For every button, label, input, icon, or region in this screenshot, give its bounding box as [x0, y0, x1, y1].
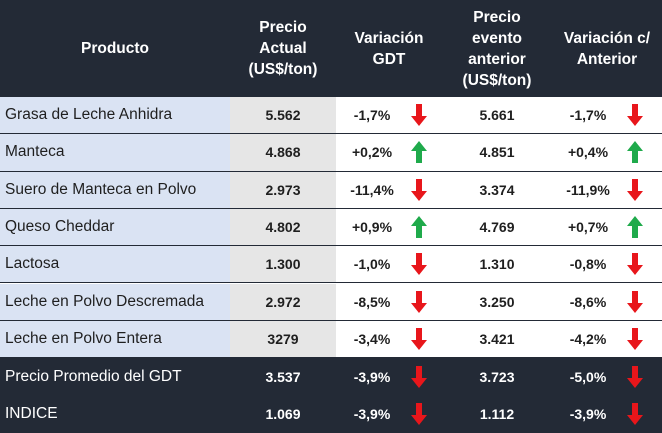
- gdt-variation: +0,2%: [336, 134, 442, 171]
- product-name: Grasa de Leche Anhidra: [0, 97, 230, 134]
- current-price: 1.300: [230, 246, 336, 283]
- arrow-down-icon: [411, 104, 427, 127]
- product-name: Leche en Polvo Descremada: [0, 283, 230, 320]
- previous-variation-value: -4,2%: [569, 330, 607, 347]
- arrow-down-icon: [411, 403, 427, 426]
- table-row: Manteca 4.868 +0,2% 4.851 +0,4%: [0, 134, 662, 172]
- previous-variation-value: -1,7%: [569, 107, 607, 124]
- previous-price: 3.723: [479, 368, 515, 385]
- header-variation: Variación GDT: [354, 29, 424, 68]
- table-row: Queso Cheddar 4.802 +0,9% 4.769 +0,7%: [0, 208, 662, 247]
- header-product: Producto: [80, 40, 150, 57]
- gdt-variation: -3,9%: [336, 358, 442, 395]
- gdt-variation-value: -3,4%: [353, 330, 391, 347]
- product-name: Precio Promedio del GDT: [5, 367, 182, 385]
- arrow-up-icon: [411, 141, 427, 164]
- previous-variation-value: -5,0%: [569, 368, 607, 385]
- arrow-up-icon: [627, 141, 643, 164]
- previous-variation: +0,7%: [552, 208, 662, 246]
- header-price: Precio Actual (US$/ton): [248, 19, 318, 78]
- previous-variation-value: -3,9%: [569, 406, 607, 423]
- product-name: INDICE: [5, 405, 58, 423]
- previous-price: 1.112: [479, 406, 515, 423]
- arrow-down-icon: [627, 365, 643, 388]
- summary-row: INDICE 1.069 -3,9% 1.112 -3,9%: [0, 395, 662, 433]
- table-row: Leche en Polvo Entera 3279 -3,4% 3.421 -4,2%: [0, 320, 662, 359]
- arrow-down-icon: [411, 178, 427, 201]
- arrow-up-icon: [627, 216, 643, 239]
- arrow-down-icon: [411, 327, 427, 350]
- gdt-variation: -3,9%: [336, 395, 442, 432]
- table-row: Suero de Manteca en Polvo 2.973 -11,4% 3.37…: [0, 171, 662, 209]
- gdt-variation-value: +0,2%: [351, 144, 393, 161]
- previous-variation: -0,8%: [552, 246, 662, 283]
- previous-variation-value: -0,8%: [569, 256, 607, 273]
- current-price: 1.069: [265, 406, 301, 423]
- arrow-down-icon: [411, 290, 427, 313]
- previous-variation-value: -8,6%: [569, 293, 607, 310]
- gdt-variation: -3,4%: [336, 320, 442, 358]
- previous-variation-value: +0,7%: [567, 219, 609, 236]
- arrow-down-icon: [627, 327, 643, 350]
- table-row: Grasa de Leche Anhidra 5.562 -1,7% 5.661 -1,…: [0, 97, 662, 135]
- previous-variation: -3,9%: [552, 395, 662, 432]
- previous-variation-value: +0,4%: [567, 144, 609, 161]
- previous-price: 5.661: [442, 97, 552, 134]
- previous-price: 3.421: [442, 320, 552, 358]
- current-price: 5.562: [230, 97, 336, 134]
- previous-variation-value: -11,9%: [566, 181, 610, 198]
- arrow-down-icon: [627, 290, 643, 313]
- product-name: Queso Cheddar: [0, 208, 230, 246]
- gdt-variation-value: -1,0%: [353, 256, 391, 273]
- header-variation-previous: Variación c/ Anterior: [563, 29, 651, 68]
- previous-variation: -11,9%: [552, 171, 662, 208]
- gdt-variation-value: -8,5%: [353, 293, 391, 310]
- previous-price: 4.851: [442, 134, 552, 171]
- header-previous-price: Precio evento anterior (US$/ton): [462, 8, 532, 89]
- arrow-down-icon: [627, 104, 643, 127]
- previous-price: 3.250: [442, 283, 552, 320]
- table-row: Lactosa 1.300 -1,0% 1.310 -0,8%: [0, 246, 662, 284]
- previous-variation: -4,2%: [552, 320, 662, 358]
- gdt-variation-value: -3,9%: [353, 368, 391, 385]
- previous-variation: -5,0%: [552, 358, 662, 395]
- arrow-down-icon: [627, 178, 643, 201]
- arrow-down-icon: [627, 253, 643, 276]
- gdt-variation-value: -1,7%: [353, 107, 391, 124]
- gdt-variation-value: -3,9%: [353, 406, 391, 423]
- previous-variation: -1,7%: [552, 97, 662, 134]
- current-price: 3279: [230, 320, 336, 358]
- product-name: Lactosa: [0, 246, 230, 283]
- arrow-down-icon: [627, 403, 643, 426]
- previous-variation: -8,6%: [552, 283, 662, 320]
- gdt-variation: -8,5%: [336, 283, 442, 320]
- summary-row: Precio Promedio del GDT 3.537 -3,9% 3.723 -5…: [0, 358, 662, 396]
- arrow-down-icon: [411, 253, 427, 276]
- current-price: 4.868: [230, 134, 336, 171]
- product-name: Suero de Manteca en Polvo: [0, 171, 230, 208]
- gdt-variation-value: -11,4%: [350, 181, 394, 198]
- gdt-variation: +0,9%: [336, 208, 442, 246]
- previous-variation: +0,4%: [552, 134, 662, 171]
- product-name: Manteca: [0, 134, 230, 171]
- previous-price: 3.374: [442, 171, 552, 208]
- arrow-up-icon: [411, 216, 427, 239]
- gdt-variation: -1,0%: [336, 246, 442, 283]
- arrow-down-icon: [411, 365, 427, 388]
- product-name: Leche en Polvo Entera: [0, 320, 230, 358]
- current-price: 4.802: [230, 208, 336, 246]
- current-price: 3.537: [265, 368, 301, 385]
- current-price: 2.973: [230, 171, 336, 208]
- gdt-variation: -1,7%: [336, 97, 442, 134]
- previous-price: 4.769: [442, 208, 552, 246]
- table-row: Leche en Polvo Descremada 2.972 -8,5% 3.250…: [0, 283, 662, 321]
- gdt-variation-value: +0,9%: [351, 219, 393, 236]
- previous-price: 1.310: [442, 246, 552, 283]
- table-header: Producto Precio Actual (US$/ton) Variaci…: [0, 0, 662, 97]
- current-price: 2.972: [230, 283, 336, 320]
- gdt-variation: -11,4%: [336, 171, 442, 208]
